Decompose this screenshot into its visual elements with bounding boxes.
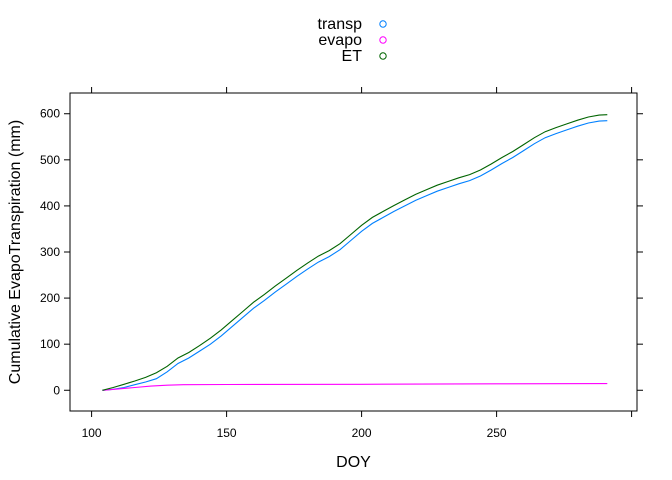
y-tick-label: 100 xyxy=(40,337,60,351)
y-axis-title: Cumulative EvapoTranspiration (mm) xyxy=(7,120,24,384)
series-line-ET xyxy=(102,114,608,391)
plot-frame xyxy=(69,92,638,412)
legend-label-evapo: evapo xyxy=(318,32,362,49)
y-tick-label: 600 xyxy=(40,107,60,121)
x-tick-label: 100 xyxy=(82,426,102,440)
y-tick-label: 300 xyxy=(40,245,60,259)
legend-marker-transp xyxy=(379,20,387,28)
series-line-transp xyxy=(102,120,608,391)
series-line-evapo xyxy=(102,383,608,391)
x-axis: 100 150 200 250 xyxy=(82,87,633,440)
legend-marker-ET xyxy=(379,52,387,60)
x-tick-label: 200 xyxy=(352,426,372,440)
y-axis: 0 100 200 300 400 500 600 xyxy=(40,107,643,397)
legend-label-transp: transp xyxy=(318,16,363,33)
y-tick-label: 200 xyxy=(40,291,60,305)
legend-label-ET: ET xyxy=(342,48,363,65)
x-axis-title: DOY xyxy=(336,454,371,471)
y-tick-label: 400 xyxy=(40,199,60,213)
x-tick-label: 250 xyxy=(487,426,507,440)
series-group xyxy=(102,114,608,391)
legend-marker-evapo xyxy=(379,36,387,44)
x-tick-label: 150 xyxy=(217,426,237,440)
y-tick-label: 500 xyxy=(40,153,60,167)
y-tick-label: 0 xyxy=(53,383,60,397)
